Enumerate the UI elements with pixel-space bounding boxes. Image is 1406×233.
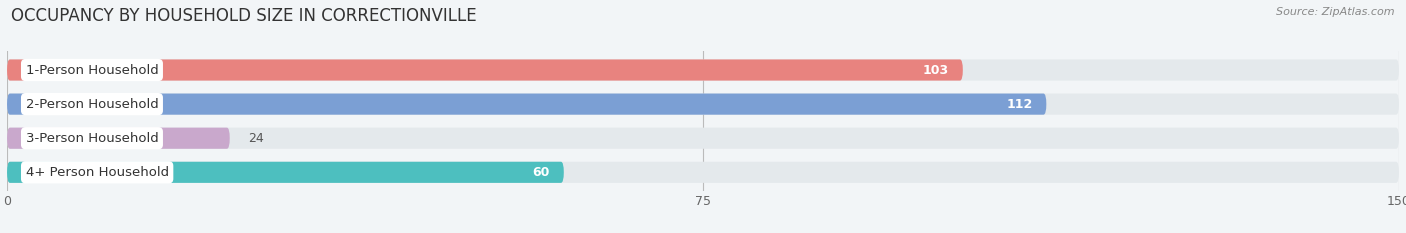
Text: 60: 60: [533, 166, 550, 179]
FancyBboxPatch shape: [7, 93, 1399, 115]
Text: Source: ZipAtlas.com: Source: ZipAtlas.com: [1277, 7, 1395, 17]
Text: 1-Person Household: 1-Person Household: [25, 64, 159, 76]
FancyBboxPatch shape: [7, 59, 963, 81]
FancyBboxPatch shape: [7, 59, 1399, 81]
FancyBboxPatch shape: [7, 162, 1399, 183]
Text: OCCUPANCY BY HOUSEHOLD SIZE IN CORRECTIONVILLE: OCCUPANCY BY HOUSEHOLD SIZE IN CORRECTIO…: [11, 7, 477, 25]
FancyBboxPatch shape: [7, 162, 564, 183]
FancyBboxPatch shape: [7, 128, 1399, 149]
Text: 112: 112: [1007, 98, 1032, 111]
Text: 3-Person Household: 3-Person Household: [25, 132, 159, 145]
Text: 24: 24: [249, 132, 264, 145]
Text: 2-Person Household: 2-Person Household: [25, 98, 159, 111]
FancyBboxPatch shape: [7, 128, 229, 149]
Text: 4+ Person Household: 4+ Person Household: [25, 166, 169, 179]
Text: 103: 103: [922, 64, 949, 76]
FancyBboxPatch shape: [7, 93, 1046, 115]
